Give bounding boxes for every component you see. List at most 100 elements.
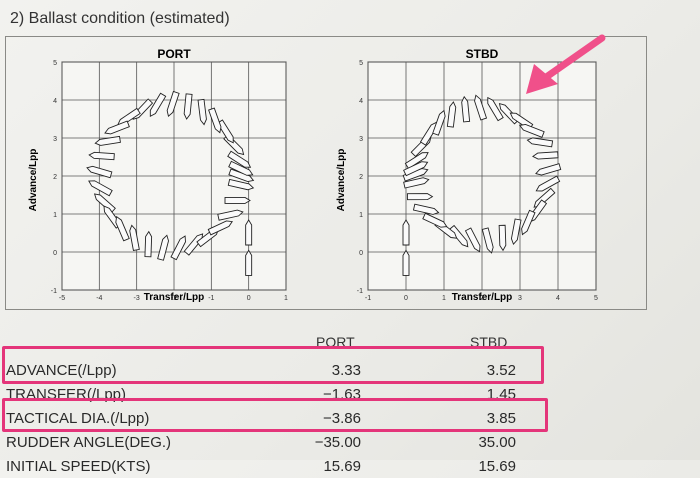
ship-outline bbox=[406, 193, 434, 201]
row-label: RUDDER ANGLE(DEG.) bbox=[6, 433, 172, 451]
y-tick-label: 1 bbox=[359, 212, 363, 219]
ship-outline bbox=[93, 193, 116, 214]
ship-outline bbox=[86, 165, 113, 179]
ship-outline bbox=[245, 219, 253, 246]
y-tick-label: -1 bbox=[357, 288, 363, 295]
ship-outline bbox=[422, 212, 448, 228]
ship-outline bbox=[88, 151, 115, 161]
stbd-value: 15.69 bbox=[478, 457, 516, 475]
stbd-value: 3.85 bbox=[486, 409, 516, 427]
ship-outline bbox=[157, 234, 169, 261]
ship-outline bbox=[88, 180, 113, 197]
x-tick-label: 1 bbox=[284, 295, 288, 302]
ship-outline bbox=[129, 224, 140, 252]
table-row: RUDDER ANGLE(DEG.) −35.00 35.00 bbox=[6, 430, 516, 454]
ship-outline bbox=[166, 90, 180, 118]
ship-outline bbox=[487, 96, 504, 122]
x-tick-label: 3 bbox=[518, 295, 522, 302]
ship-outline bbox=[402, 249, 410, 276]
ship-outline bbox=[224, 196, 251, 204]
row-label: INITIAL SPEED(KTS) bbox=[6, 457, 151, 475]
pink-arrow-icon bbox=[526, 34, 606, 94]
ship-outline bbox=[144, 230, 153, 258]
table-row: INITIAL SPEED(KTS) 15.69 15.69 bbox=[6, 454, 516, 478]
x-tick-label: 4 bbox=[556, 295, 560, 302]
figure-frame bbox=[5, 36, 647, 310]
y-tick-label: -1 bbox=[51, 288, 57, 295]
y-axis-title: Advance/Lpp bbox=[336, 149, 347, 212]
x-tick-label: -2 bbox=[171, 295, 177, 302]
x-tick-label: 0 bbox=[404, 295, 408, 302]
x-tick-label: 5 bbox=[594, 295, 598, 302]
row-label: ADVANCE(/Lpp) bbox=[6, 361, 117, 379]
x-tick-label: 0 bbox=[247, 295, 251, 302]
plot-title: STBD bbox=[466, 47, 499, 61]
table-row: ADVANCE(/Lpp) 3.33 3.52 bbox=[6, 358, 516, 382]
ship-outline bbox=[149, 92, 167, 117]
y-tick-label: 5 bbox=[359, 60, 363, 67]
ship-outline bbox=[94, 135, 121, 146]
x-tick-label: 2 bbox=[480, 295, 484, 302]
y-tick-label: 3 bbox=[53, 136, 57, 143]
ship-outline bbox=[228, 160, 254, 176]
ship-outline bbox=[115, 215, 130, 242]
plot-title: PORT bbox=[157, 47, 191, 61]
ship-outline bbox=[510, 218, 522, 245]
y-axis-title: Advance/Lpp bbox=[28, 149, 39, 212]
ship-outline bbox=[446, 101, 457, 128]
ship-outline bbox=[481, 227, 494, 254]
y-tick-label: 4 bbox=[53, 98, 57, 105]
y-tick-label: 0 bbox=[359, 250, 363, 257]
port-value: −3.86 bbox=[323, 409, 361, 427]
ship-outline bbox=[412, 203, 440, 215]
port-value: 15.69 bbox=[323, 457, 361, 475]
y-tick-label: 4 bbox=[359, 98, 363, 105]
ship-outline bbox=[104, 120, 130, 135]
x-tick-label: -3 bbox=[134, 295, 140, 302]
ship-outline bbox=[535, 163, 562, 176]
x-axis-title: Transfer/Lpp bbox=[144, 292, 205, 303]
ship-outline bbox=[521, 209, 536, 236]
ship-outline bbox=[183, 93, 193, 120]
ship-outline bbox=[432, 109, 446, 136]
port-turning-plot: PORT -5 -4 -3 -2 -1 0 1 -1 0 1 2 3 4 5 Transfer/Lpp A… bbox=[28, 47, 288, 303]
row-label: TACTICAL DIA.(/Lpp) bbox=[6, 409, 150, 427]
x-tick-label: 1 bbox=[442, 295, 446, 302]
table-row: TACTICAL DIA.(/Lpp) −3.86 3.85 bbox=[6, 406, 516, 430]
ship-outline bbox=[183, 233, 204, 256]
ship-outline bbox=[227, 178, 255, 191]
ship-outline bbox=[207, 220, 233, 236]
stbd-turning-plot: STBD -1 0 1 2 3 4 5 -1 0 1 2 3 4 5 Transfer/Lpp Advan… bbox=[336, 47, 598, 303]
y-tick-label: 3 bbox=[359, 136, 363, 143]
ship-outline bbox=[461, 95, 471, 123]
port-value: −35.00 bbox=[314, 433, 361, 451]
y-tick-label: 5 bbox=[53, 60, 57, 67]
y-tick-label: 2 bbox=[359, 174, 363, 181]
ship-outline bbox=[170, 235, 186, 261]
ship-outline bbox=[535, 175, 561, 192]
ship-outline bbox=[403, 161, 429, 177]
ship-outline bbox=[403, 177, 430, 189]
y-tick-label: 1 bbox=[53, 212, 57, 219]
ship-outline bbox=[526, 137, 554, 148]
ship-outline bbox=[197, 98, 207, 126]
port-value: 3.33 bbox=[331, 361, 361, 379]
x-tick-label: -5 bbox=[59, 295, 65, 302]
section-title: 2) Ballast condition (estimated) bbox=[10, 10, 230, 27]
ship-outline bbox=[245, 249, 253, 276]
ship-outline bbox=[402, 219, 410, 246]
highlight-advance-row bbox=[2, 346, 544, 384]
ship-outline bbox=[208, 107, 222, 134]
ship-outline bbox=[518, 123, 545, 138]
ship-outline bbox=[464, 227, 481, 253]
stbd-value: 35.00 bbox=[478, 433, 516, 451]
highlight-tactical-row bbox=[2, 398, 548, 432]
stbd-value: 3.52 bbox=[486, 361, 516, 379]
ship-outline bbox=[227, 150, 252, 168]
ship-outline bbox=[474, 94, 488, 121]
x-tick-label: -4 bbox=[96, 295, 102, 302]
x-tick-label: -1 bbox=[365, 295, 371, 302]
ship-outline bbox=[217, 209, 244, 221]
y-tick-label: 0 bbox=[53, 250, 57, 257]
x-axis-title: Transfer/Lpp bbox=[452, 292, 513, 303]
